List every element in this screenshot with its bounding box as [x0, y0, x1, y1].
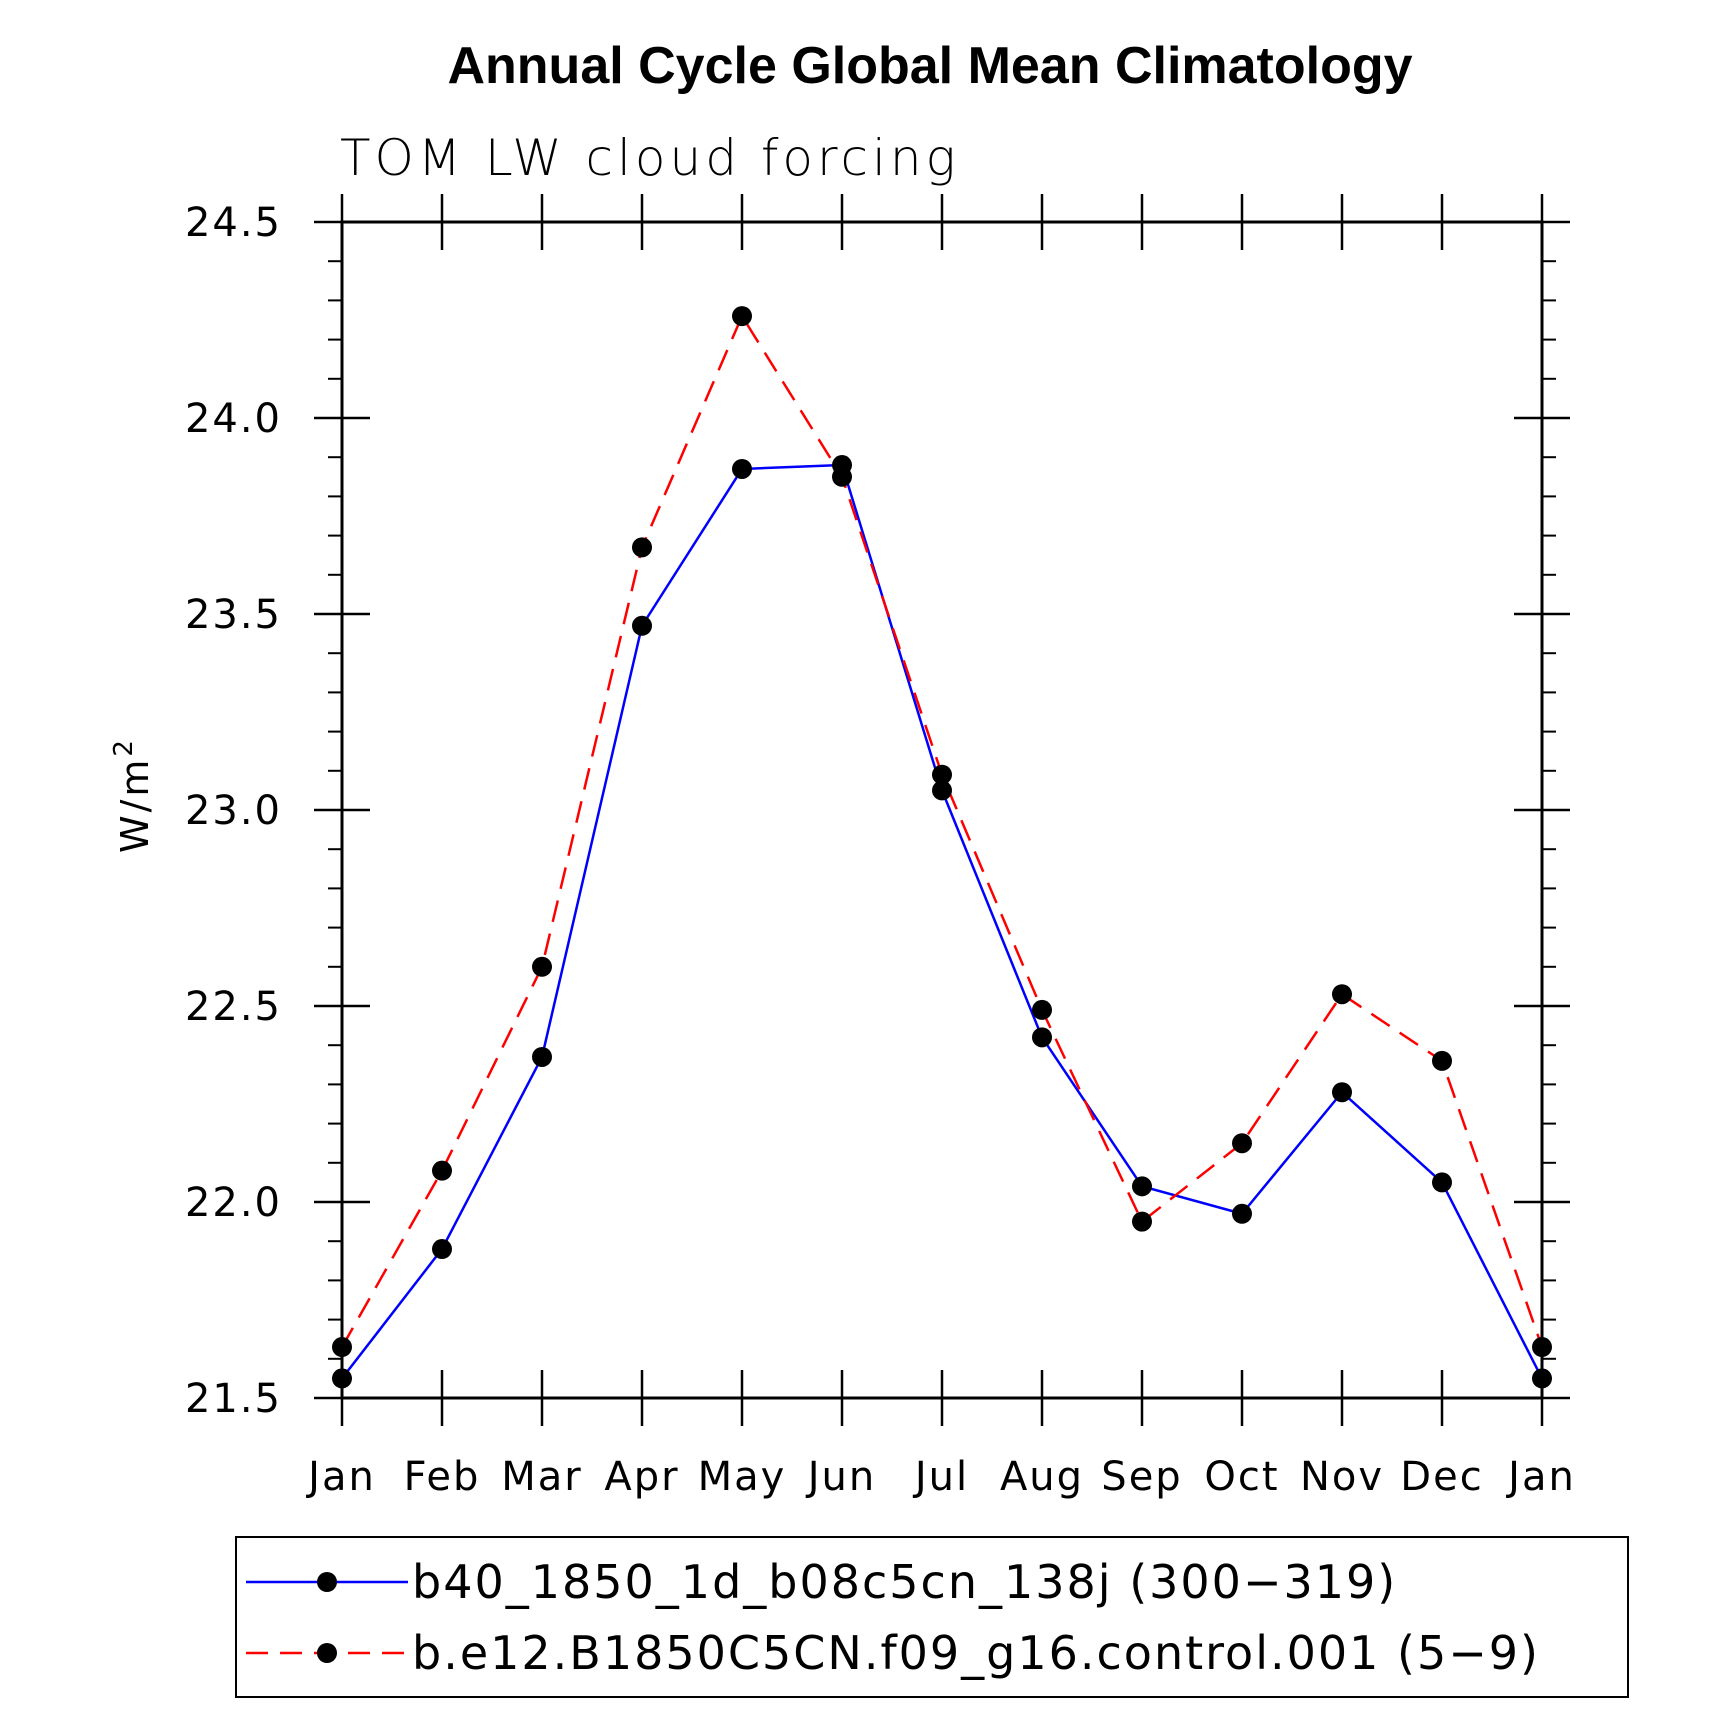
series-1-point: [1532, 1368, 1552, 1389]
x-tick-label: Jan: [1505, 1454, 1576, 1500]
series-2-point: [1132, 1211, 1152, 1232]
legend-marker-series-2: [317, 1643, 337, 1663]
series-2-point: [532, 956, 552, 977]
x-tick-label: Aug: [1000, 1454, 1084, 1500]
series-1-point: [432, 1239, 452, 1260]
series-1-point: [932, 780, 952, 801]
series-2-point: [1032, 999, 1052, 1020]
x-tick-label: Apr: [604, 1454, 679, 1500]
series-2-point: [332, 1337, 352, 1358]
y-axis-label: W/m2: [109, 737, 157, 853]
series-2-point: [932, 764, 952, 785]
x-tick-label: Mar: [501, 1454, 582, 1500]
series-2-point: [432, 1160, 452, 1181]
series-1-line: [341, 463, 1544, 1380]
x-tick-label: Oct: [1204, 1454, 1279, 1500]
legend-label-series-1: b40_1850_1d_b08c5cn_138j (300−319): [412, 1555, 1397, 1609]
series-2-point: [1532, 1337, 1552, 1358]
x-tick-label: Jun: [805, 1454, 877, 1500]
x-tick-label: Jan: [305, 1454, 376, 1500]
series-1-point: [532, 1046, 552, 1067]
y-tick-label: 23.0: [185, 788, 282, 834]
series-1-point: [732, 458, 752, 479]
y-tick-label: 22.0: [185, 1180, 282, 1226]
axes: Jan Feb Mar Apr May Jun Jul Aug Sep Oct Nov Dec Jan 2…: [185, 194, 1576, 1500]
series-1-point: [632, 615, 652, 636]
series-2-point: [632, 537, 652, 558]
marker-layer: [332, 306, 1552, 1389]
x-tick-label: Dec: [1400, 1454, 1483, 1500]
x-tick-label: Feb: [404, 1454, 481, 1500]
x-tick-label: Jul: [912, 1454, 969, 1500]
series-1-point: [332, 1368, 352, 1389]
series-layer: [340, 314, 1544, 1380]
series-1-point: [1432, 1172, 1452, 1193]
chart-title: Annual Cycle Global Mean Climatology: [447, 37, 1412, 95]
series-1-point: [1132, 1176, 1152, 1197]
y-tick-label: 24.0: [185, 396, 282, 442]
series-1-point: [1332, 1082, 1352, 1103]
series-2-point: [1232, 1133, 1252, 1154]
legend-marker-series-1: [317, 1572, 337, 1592]
legend-box: [235, 1536, 1629, 1698]
x-tick-label: May: [698, 1454, 787, 1500]
chart-subtitle: TOM LW cloud forcing: [340, 129, 960, 187]
x-tick-label: Nov: [1300, 1454, 1384, 1500]
series-2-point: [732, 306, 752, 327]
series-1-point: [1232, 1203, 1252, 1224]
x-tick-label: Sep: [1101, 1454, 1182, 1500]
legend: b40_1850_1d_b08c5cn_138j (300−319) b.e12…: [235, 1536, 1629, 1698]
y-axis-label-superscript: 2: [109, 737, 139, 757]
series-2-point: [832, 466, 852, 487]
series-2-point: [1432, 1050, 1452, 1071]
series-2-point: [1332, 984, 1352, 1005]
y-tick-label: 23.5: [185, 592, 282, 638]
y-tick-label: 22.5: [185, 984, 282, 1030]
legend-label-series-2: b.e12.B1850C5CN.f09_g16.control.001 (5−9…: [412, 1626, 1540, 1680]
series-1-point: [1032, 1027, 1052, 1048]
plot-frame: [340, 220, 1544, 1400]
y-axis-label-text: W/m: [113, 757, 157, 853]
y-tick-label: 21.5: [185, 1376, 282, 1422]
series-2-line: [340, 314, 1544, 1348]
y-tick-label: 24.5: [185, 200, 282, 246]
